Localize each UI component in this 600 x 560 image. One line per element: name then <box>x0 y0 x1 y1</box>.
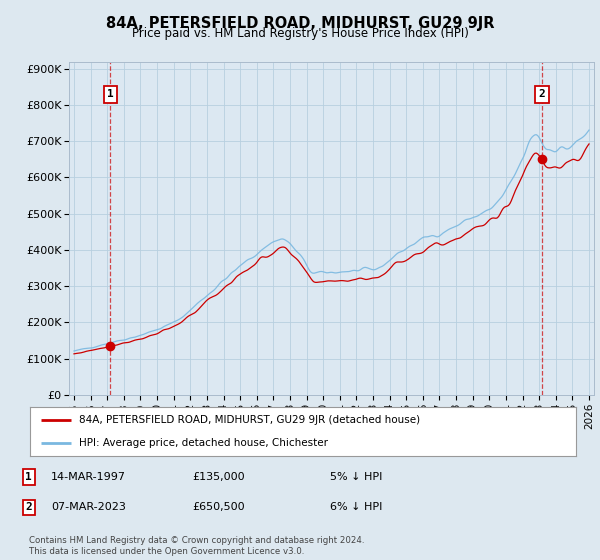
Text: 84A, PETERSFIELD ROAD, MIDHURST, GU29 9JR (detached house): 84A, PETERSFIELD ROAD, MIDHURST, GU29 9J… <box>79 416 420 426</box>
Text: 1: 1 <box>107 89 114 99</box>
Text: 14-MAR-1997: 14-MAR-1997 <box>51 472 126 482</box>
Text: HPI: Average price, detached house, Chichester: HPI: Average price, detached house, Chic… <box>79 438 328 448</box>
Text: £135,000: £135,000 <box>192 472 245 482</box>
Text: 1: 1 <box>25 472 32 482</box>
Text: 2: 2 <box>25 502 32 512</box>
Text: £650,500: £650,500 <box>192 502 245 512</box>
Text: 2: 2 <box>539 89 545 99</box>
Text: 6% ↓ HPI: 6% ↓ HPI <box>330 502 382 512</box>
Text: 84A, PETERSFIELD ROAD, MIDHURST, GU29 9JR: 84A, PETERSFIELD ROAD, MIDHURST, GU29 9J… <box>106 16 494 31</box>
Text: 5% ↓ HPI: 5% ↓ HPI <box>330 472 382 482</box>
Text: Contains HM Land Registry data © Crown copyright and database right 2024.
This d: Contains HM Land Registry data © Crown c… <box>29 536 364 556</box>
Text: 07-MAR-2023: 07-MAR-2023 <box>51 502 126 512</box>
Text: Price paid vs. HM Land Registry's House Price Index (HPI): Price paid vs. HM Land Registry's House … <box>131 27 469 40</box>
